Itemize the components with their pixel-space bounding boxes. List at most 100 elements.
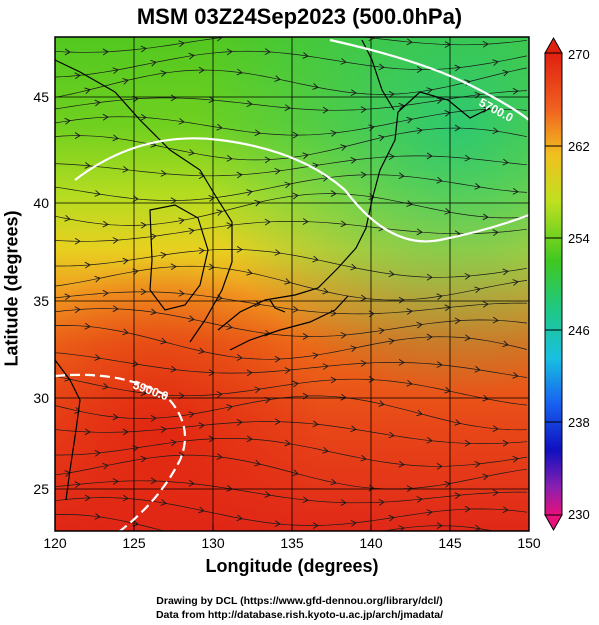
streamline-arrow — [112, 67, 119, 74]
streamline-arrow — [426, 87, 433, 94]
streamline-arrow — [406, 116, 413, 124]
streamline-arrow — [293, 29, 298, 35]
streamline-arrow — [330, 478, 337, 486]
streamline-arrow — [122, 494, 129, 502]
streamline-arrow — [226, 155, 233, 162]
streamline-arrow — [398, 358, 405, 366]
streamline-arrow — [84, 428, 91, 436]
streamline-arrow — [178, 289, 185, 297]
streamline-arrow — [122, 78, 129, 85]
streamline-arrow — [322, 446, 329, 454]
streamline-arrow — [247, 545, 252, 551]
streamline-arrow — [322, 106, 329, 114]
streamline-arrow — [284, 278, 291, 285]
streamline-arrow — [178, 217, 185, 225]
streamline-arrow — [216, 209, 223, 216]
streamline-arrow — [330, 129, 337, 137]
streamline-arrow — [64, 293, 71, 301]
streamline-arrow — [236, 514, 243, 522]
streamline-arrow — [474, 460, 481, 468]
streamline-arrow — [264, 491, 271, 498]
streamline-arrow — [330, 376, 337, 384]
streamline-arrow — [388, 431, 395, 439]
streamline-arrow — [236, 246, 243, 253]
streamline-arrow — [94, 354, 101, 361]
colorbar-label-254: 254 — [568, 231, 590, 246]
streamline-arrow — [74, 72, 81, 80]
streamline-arrow — [102, 220, 109, 228]
streamline-arrow — [512, 279, 519, 286]
streamline-arrow — [454, 64, 461, 72]
streamline-arrow — [464, 439, 471, 447]
streamline-arrow — [398, 296, 405, 304]
streamline-arrow — [398, 460, 405, 468]
streamline-arrow — [236, 354, 243, 361]
streamline-arrow — [323, 539, 329, 546]
streamline-arrow — [208, 369, 215, 376]
y-tick-45: 45 — [33, 89, 49, 105]
streamline-arrow — [312, 83, 319, 90]
streamline-arrow — [482, 301, 489, 308]
streamline-arrow — [350, 519, 357, 527]
streamline-arrow — [226, 323, 233, 330]
streamline-arrow — [188, 479, 195, 487]
streamline-arrow — [340, 220, 347, 228]
streamline-arrow — [340, 144, 347, 151]
streamline-arrow — [150, 233, 157, 240]
streamline-arrow — [350, 89, 357, 97]
credit-drawing: Drawing by DCL (https://www.gfd-dennou.o… — [156, 595, 443, 607]
x-tick-150: 150 — [517, 535, 541, 551]
streamline-arrow — [454, 124, 461, 132]
streamline-arrow — [502, 69, 509, 77]
streamline-arrow — [322, 287, 329, 295]
streamline-arrow — [492, 489, 499, 497]
streamline-arrow — [512, 188, 519, 195]
streamline-arrow — [502, 340, 509, 348]
streamline-arrow — [160, 337, 167, 345]
streamline-arrow — [388, 337, 395, 345]
streamline-arrow — [84, 162, 91, 169]
streamline-arrow — [140, 45, 147, 53]
streamline-arrow — [246, 268, 253, 276]
streamline-arrow — [236, 419, 243, 426]
streamline-arrow — [388, 90, 395, 98]
streamline-arrow — [350, 157, 357, 164]
streamline-arrow — [140, 113, 147, 121]
streamline-arrow — [150, 414, 157, 422]
streamline-arrow — [160, 426, 167, 433]
streamline-arrow — [436, 293, 443, 301]
streamline-arrow — [512, 455, 519, 463]
coastlines — [55, 39, 491, 501]
streamline-arrow — [274, 75, 281, 82]
streamline-arrow — [378, 400, 385, 407]
streamline-arrow — [198, 247, 205, 255]
streamline-arrow — [208, 96, 215, 104]
streamline-arrow — [416, 496, 423, 503]
streamline-arrow — [74, 407, 81, 414]
streamline-arrow — [246, 189, 253, 196]
streamline-arrow — [474, 365, 481, 373]
colorbar-label-246: 246 — [568, 323, 590, 338]
streamline-arrow — [254, 129, 261, 137]
streamline-arrow — [378, 498, 385, 506]
streamline-arrow — [112, 478, 119, 485]
streamline-arrow — [84, 87, 91, 95]
streamline-arrow — [312, 420, 319, 428]
streamline-arrow — [188, 149, 195, 156]
streamline-arrow — [132, 445, 139, 452]
streamline-arrow — [360, 106, 367, 113]
streamline-arrow — [216, 453, 223, 460]
streamline-arrow — [84, 261, 91, 269]
streamline-arrow — [216, 391, 223, 398]
streamline-arrow — [454, 492, 461, 500]
streamline-arrow — [284, 439, 291, 447]
streamline-arrow — [94, 512, 101, 520]
colorbar-label-262: 262 — [568, 139, 590, 154]
streamline-arrow — [464, 272, 471, 280]
streamline-arrow — [436, 462, 443, 470]
streamline-arrow — [360, 294, 367, 302]
colorbar-label-270: 270 — [568, 47, 590, 62]
streamline-arrow — [264, 218, 271, 226]
streamline-arrow — [246, 100, 253, 108]
